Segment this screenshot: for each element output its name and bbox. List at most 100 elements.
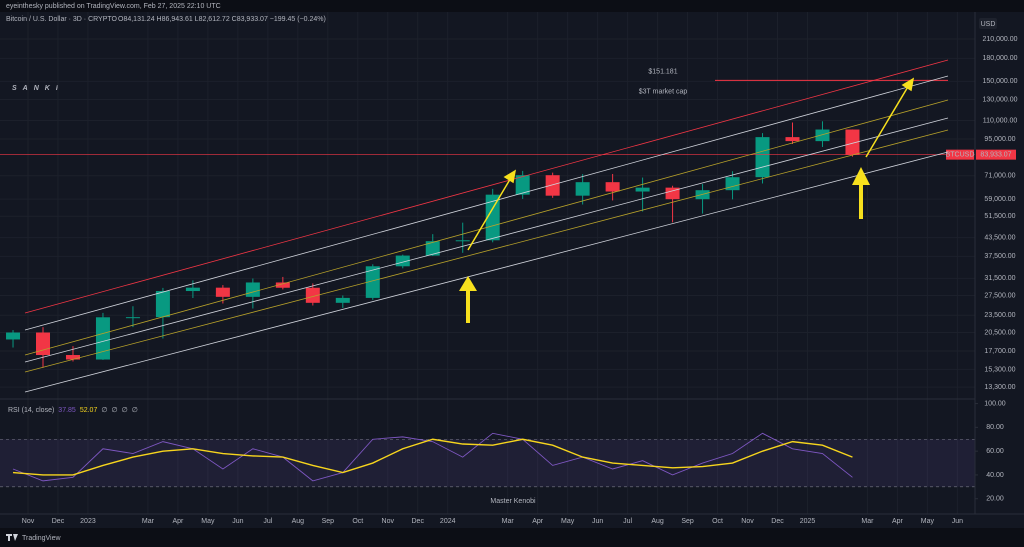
y-tick-label: 59,000.00 [984, 196, 1015, 203]
header-bar [0, 0, 1024, 12]
y-tick-label: 15,300.00 [984, 366, 1015, 373]
y-tick-label: 210,000.00 [982, 36, 1017, 43]
rsi-band [0, 439, 975, 487]
rsi-legend-value: ∅ [122, 407, 128, 414]
channel-line [24, 75, 949, 331]
candle-body [725, 177, 740, 191]
candle-body [515, 175, 530, 195]
currency: USD [981, 21, 996, 28]
candle-body [6, 332, 21, 340]
y-tick-label: 130,000.00 [982, 96, 1017, 103]
rsi-legend: RSI (14, close) 37.85 52.07 ∅ ∅ ∅ ∅ [8, 407, 138, 414]
candle-body [125, 317, 140, 319]
arrow [466, 290, 470, 323]
x-tick-label: 2025 [800, 518, 816, 525]
x-tick-label: Mar [861, 518, 874, 525]
caption: Master Kenobi [490, 498, 536, 505]
arrow-head [852, 167, 870, 185]
arrow [467, 175, 513, 251]
y-tick-label: 110,000.00 [983, 117, 1018, 124]
y-tick-label: 17,700.00 [984, 348, 1015, 355]
arrow-head [503, 169, 517, 184]
x-tick-label: May [921, 518, 935, 525]
candle-body [785, 137, 800, 142]
y-tick-label: 180,000.00 [982, 55, 1017, 62]
candle-body [755, 137, 770, 178]
channel-line [24, 59, 949, 314]
x-tick-label: 2023 [80, 518, 96, 525]
y-tick-label: 95,000.00 [984, 136, 1015, 143]
x-tick-label: Jun [232, 518, 243, 525]
rsi-pane: RSI (14, close) 37.85 52.07 ∅ ∅ ∅ ∅ [0, 403, 978, 500]
y-tick-label: 71,000.00 [984, 173, 1015, 180]
rsi-legend-value: ∅ [101, 407, 107, 414]
y-tick-label: 80.00 [986, 424, 1004, 431]
y-tick-label: 20.00 [986, 496, 1004, 503]
footer-bar [0, 528, 1024, 547]
arrow-head [901, 77, 915, 92]
annotation: $151.181 [648, 68, 677, 75]
publisher: eyeinthesky published on TradingView.com… [6, 3, 221, 10]
x-tick-label: Oct [352, 518, 363, 525]
arrows [459, 77, 915, 323]
candle-body [335, 297, 350, 303]
candle-body [185, 287, 200, 292]
x-tick-label: Dec [52, 518, 65, 525]
arrow-head [459, 276, 477, 291]
candle-body [665, 187, 680, 200]
candle-body [545, 175, 560, 196]
candle-body [635, 187, 650, 192]
x-tick-label: Aug [292, 518, 305, 525]
channel-line [24, 151, 949, 393]
candle-body [305, 287, 320, 303]
candle-body [215, 287, 230, 297]
symbol-tag [946, 149, 974, 160]
y-tick-label: 27,500.00 [984, 292, 1015, 299]
x-tick-label: Jun [592, 518, 603, 525]
symbol-tag-label: BTCUSD [946, 152, 975, 159]
x-tick-label: Apr [532, 518, 544, 525]
x-tick-label: Jul [623, 518, 632, 525]
candle-body [245, 282, 260, 297]
y-tick-label: 31,500.00 [984, 275, 1015, 282]
y-tick-label: 51,500.00 [984, 213, 1015, 220]
ohlc-legend: O84,131.24 H86,943.61 L82,612.72 C83,933… [118, 16, 326, 23]
candle-body [425, 241, 440, 256]
arrow [865, 84, 910, 158]
channel [24, 59, 949, 393]
candle-body [65, 355, 80, 360]
y-tick-label: 150,000.00 [982, 78, 1017, 85]
price-tag [976, 149, 1016, 160]
x-tick-label: May [561, 518, 575, 525]
rsi-legend-value: 37.85 [58, 407, 76, 414]
y-tick-label: 37,500.00 [984, 253, 1015, 260]
x-tick-label: Nov [22, 518, 35, 525]
arrow [859, 184, 863, 219]
y-tick-label: 20,500.00 [984, 329, 1015, 336]
rsi-line [12, 438, 853, 476]
x-tick-label: Dec [412, 518, 425, 525]
candle-body [485, 194, 500, 241]
x-tick-label: Nov [382, 518, 395, 525]
rsi-legend-value: ∅ [111, 407, 117, 414]
x-tick-label: 2024 [440, 518, 456, 525]
candle-body [275, 282, 290, 288]
candle-body [605, 182, 620, 192]
x-tick-label: Dec [771, 518, 784, 525]
candle-body [395, 255, 410, 267]
rsi-line [12, 432, 853, 482]
candle-body [845, 129, 860, 155]
candle-body [365, 266, 380, 298]
candle-body [455, 240, 470, 242]
x-tick-label: Apr [892, 518, 904, 525]
x-tick-label: Jul [263, 518, 272, 525]
candle-body [575, 182, 590, 196]
rsi-legend-value: 52.07 [80, 407, 98, 414]
x-tick-label: Aug [651, 518, 664, 525]
candle-body [95, 317, 110, 360]
x-tick-label: Nov [741, 518, 754, 525]
symbol-title: Bitcoin / U.S. Dollar · 3D · CRYPTO [6, 16, 118, 23]
